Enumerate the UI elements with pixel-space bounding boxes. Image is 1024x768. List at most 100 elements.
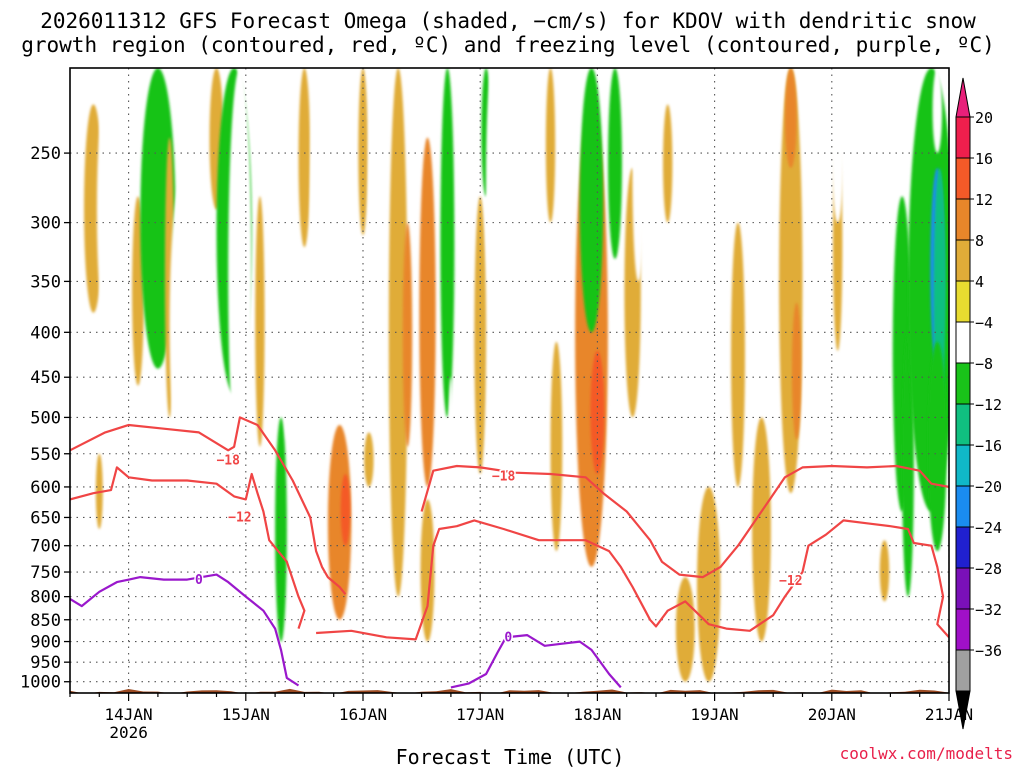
y-tick-label: 350 — [30, 272, 61, 292]
omega-region — [632, 68, 645, 282]
omega-region — [298, 68, 311, 248]
omega-region — [388, 68, 408, 597]
omega-region — [346, 68, 356, 168]
grid-lines — [70, 68, 949, 693]
colorbar-label: 8 — [975, 232, 984, 250]
colorbar-swatch — [955, 116, 971, 159]
omega-region — [440, 68, 455, 418]
y-tick-label: 750 — [30, 563, 61, 583]
contour-label: −18 — [492, 469, 516, 484]
omega-region — [193, 68, 205, 259]
omega-region — [364, 432, 374, 488]
omega-region — [96, 68, 126, 351]
contour-lines: −18 −12 −18 −12 0 0 — [70, 416, 949, 689]
omega-region — [650, 153, 662, 425]
x-tick-label: 15JAN — [222, 705, 270, 724]
omega-region — [579, 68, 604, 333]
omega-region — [731, 222, 745, 488]
omega-region — [310, 68, 322, 342]
omega-region — [879, 540, 890, 602]
colorbar-bottom-arrow — [955, 690, 971, 730]
omega-region — [283, 121, 291, 440]
omega-region — [697, 486, 721, 682]
contour-label: 0 — [504, 630, 512, 645]
contour-label: 0 — [195, 573, 203, 588]
y-tick-label: 700 — [30, 537, 61, 557]
y-tick-label: 450 — [30, 368, 61, 388]
y-tick-label: 650 — [30, 508, 61, 528]
contour-label: −12 — [779, 574, 802, 589]
omega-region — [550, 341, 563, 552]
y-tick-label: 900 — [30, 633, 61, 653]
x-tick-label: 18JAN — [573, 705, 621, 724]
colorbar-label: 20 — [975, 109, 993, 127]
omega-region — [831, 68, 844, 223]
omega-region — [329, 322, 339, 454]
colorbar-label: −4 — [975, 314, 993, 332]
x-tick-label: 16JAN — [339, 705, 387, 724]
omega-region — [750, 222, 761, 418]
colorbar-swatch — [955, 526, 971, 569]
colorbar-swatch — [955, 198, 971, 241]
colorbar-swatch — [955, 362, 971, 405]
contour-dgz-mid-lower — [316, 519, 949, 641]
colorbar-label: 4 — [975, 273, 984, 291]
colorbar-swatch — [955, 444, 971, 487]
x-tick-label: 19JAN — [691, 705, 739, 724]
omega-region — [850, 68, 860, 105]
omega-region — [402, 222, 413, 447]
omega-region — [698, 168, 708, 293]
x-tick-label: 20JAN — [808, 705, 856, 724]
colorbar-label: 12 — [975, 191, 993, 209]
x-axis-label: Forecast Time (UTC) — [396, 745, 625, 768]
colorbar-swatch — [955, 239, 971, 282]
credit-link[interactable]: coolwx.com/modelts — [840, 744, 1013, 763]
colorbar-swatch — [955, 649, 971, 692]
omega-region — [868, 480, 878, 552]
contour-freezing-level-mid — [450, 634, 622, 689]
y-tick-label: 250 — [30, 144, 61, 164]
omega-region — [255, 196, 265, 447]
omega-region — [902, 332, 914, 597]
omega-region — [275, 417, 287, 642]
colorbar-label: −24 — [975, 519, 1002, 537]
contour-freezing-level-west — [70, 573, 300, 687]
contour-dgz-mid-upper — [420, 464, 949, 579]
colorbar-swatch — [955, 608, 971, 651]
omega-region — [327, 425, 352, 620]
omega-region — [608, 68, 622, 259]
colorbar-label: −28 — [975, 560, 1002, 578]
omega-region — [420, 499, 435, 642]
colorbar-label: −12 — [975, 396, 1002, 414]
contour-dgz-lower-west — [70, 466, 306, 629]
colorbar-swatch — [955, 567, 971, 610]
omega-region — [927, 341, 947, 552]
y-tick-label: 550 — [30, 445, 61, 465]
colorbar-swatch — [955, 403, 971, 446]
y-axis: 2503003504004505005506006507007508008509… — [20, 144, 70, 693]
omega-region — [419, 137, 436, 487]
chart-title-line2: growth region (contoured, red, ºC) and f… — [21, 33, 995, 57]
omega-region — [752, 417, 771, 642]
omega-region — [663, 104, 673, 223]
colorbar-label: 16 — [975, 150, 993, 168]
omega-region — [527, 68, 539, 313]
omega-region — [509, 68, 522, 293]
omega-region — [675, 577, 695, 682]
y-tick-label: 950 — [30, 653, 61, 673]
terrain-ground — [70, 688, 949, 693]
omega-region — [784, 68, 797, 168]
omega-region — [358, 68, 368, 236]
y-tick-label: 500 — [30, 408, 61, 428]
colorbar-label: −8 — [975, 355, 993, 373]
colorbar-label: −36 — [975, 642, 1002, 660]
colorbar-swatch — [955, 321, 971, 364]
colorbar-label: −16 — [975, 437, 1002, 455]
omega-region — [368, 68, 381, 282]
colorbar: 20 16 12 8 4 −4 −8 −12 −16 −20 −24 −28 −32 −36 — [955, 77, 1002, 730]
omega-region — [447, 377, 455, 620]
x-tick-sublabel: 2026 — [109, 723, 148, 742]
omega-region — [791, 302, 802, 440]
colorbar-swatch — [955, 485, 971, 528]
